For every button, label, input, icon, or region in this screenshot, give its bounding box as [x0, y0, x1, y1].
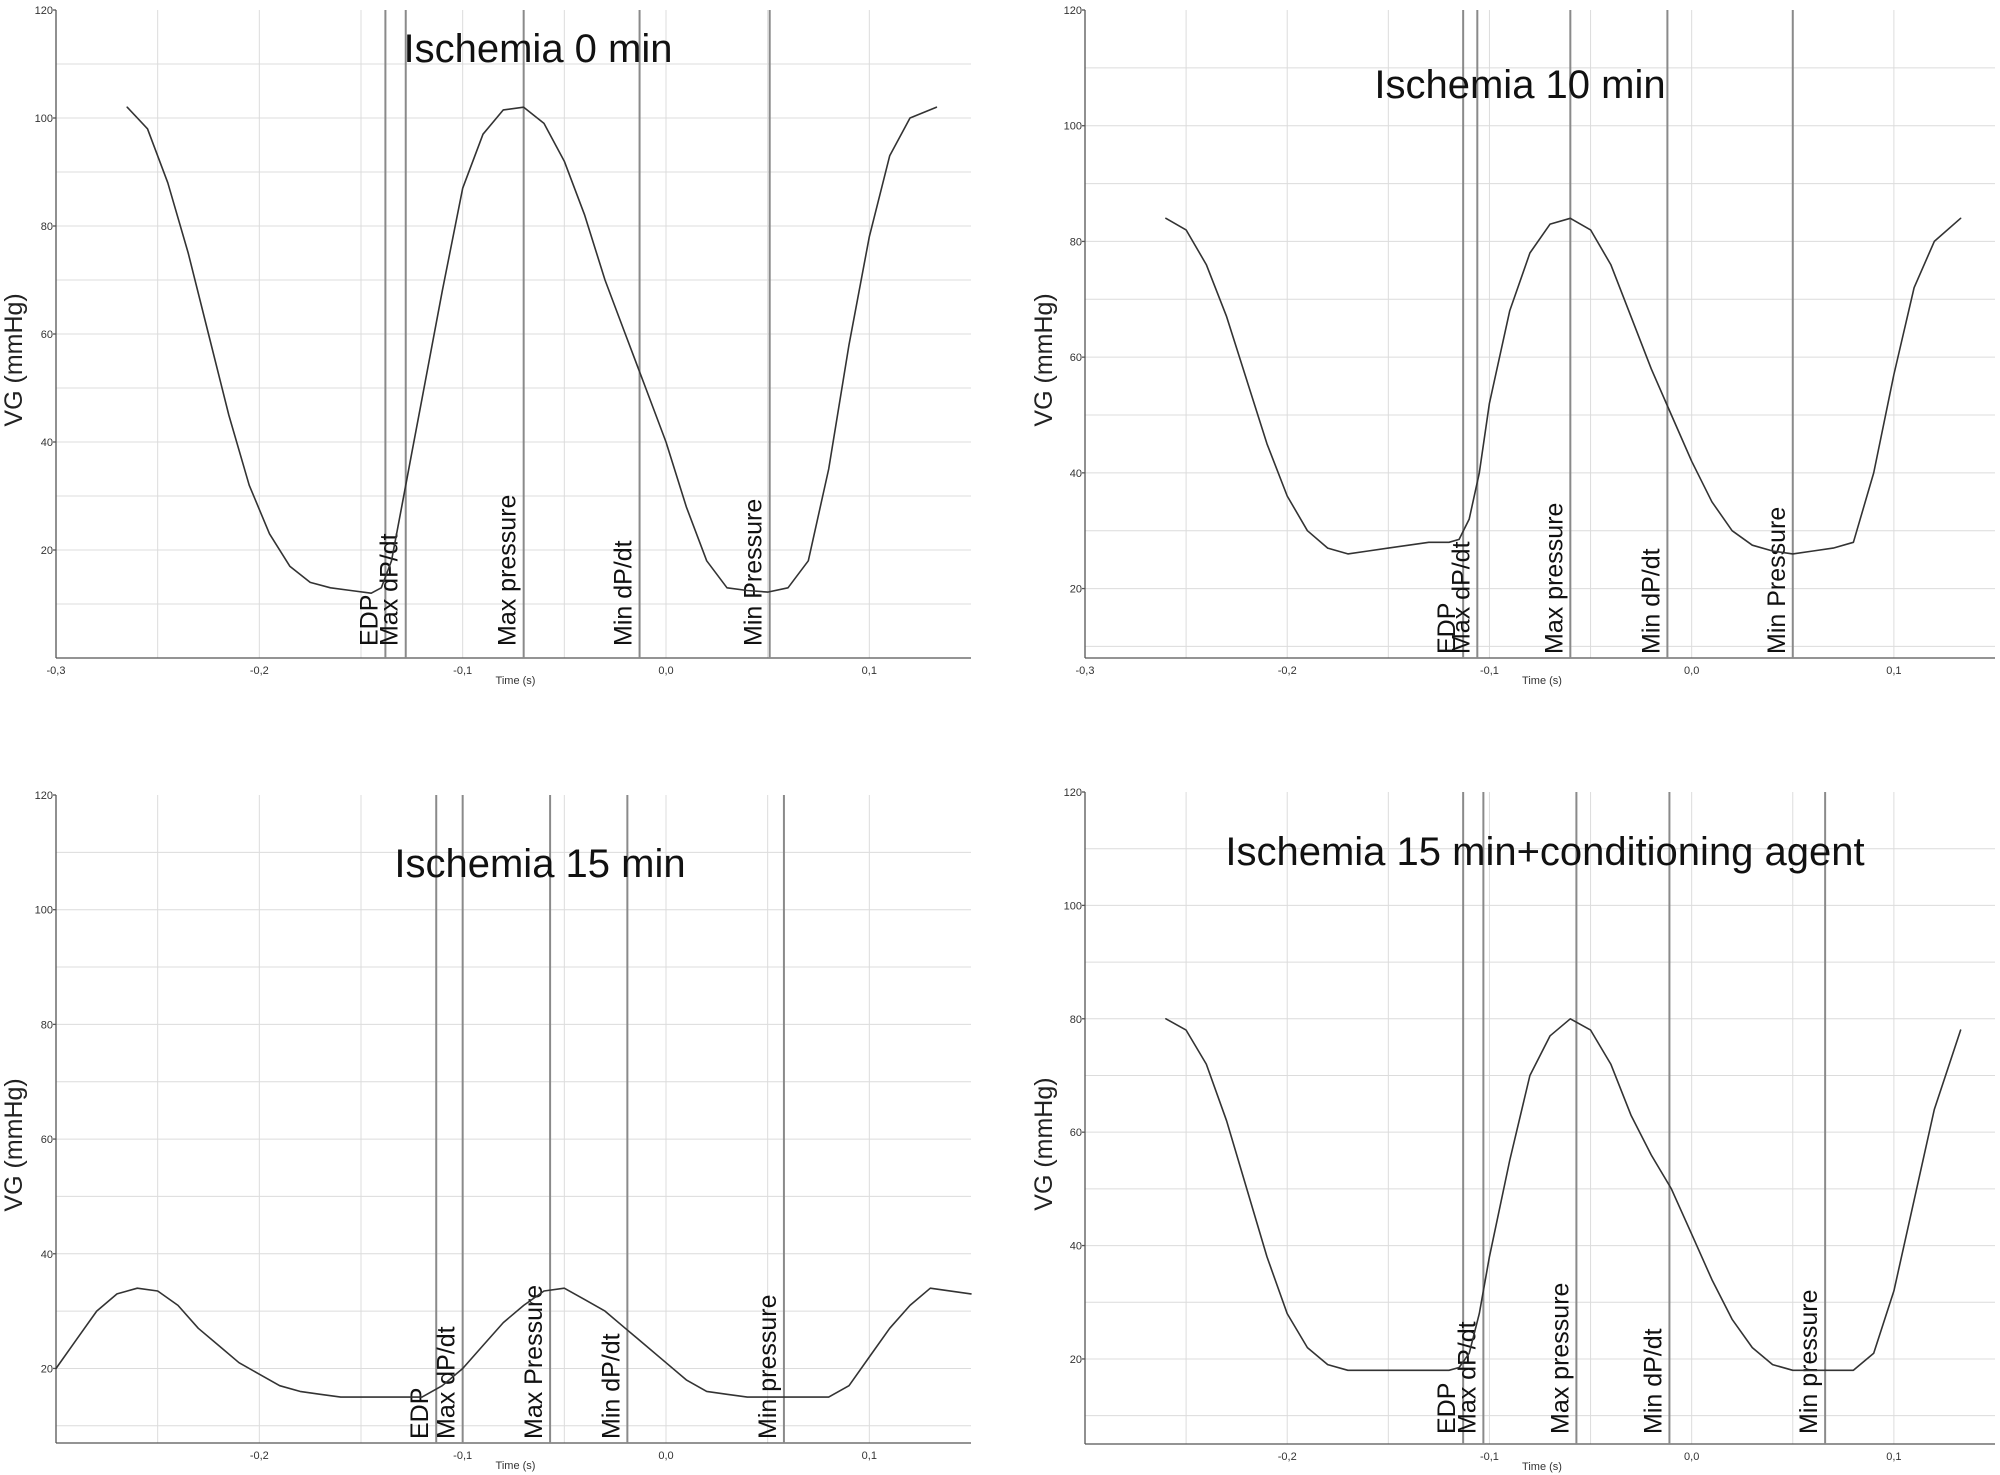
y-tick-label: 80 — [41, 221, 53, 233]
marker-label-max-pressure: Max Pressure — [520, 1285, 548, 1439]
y-tick-label: 40 — [1070, 1241, 1082, 1253]
y-tick-label: 20 — [1070, 1354, 1082, 1366]
y-tick-label: 40 — [41, 1249, 53, 1261]
x-tick-label: 0,1 — [862, 665, 877, 677]
y-axis-label: VG (mmHg) — [1030, 1077, 1058, 1210]
marker-label-edp: EDP — [355, 595, 383, 646]
marker-label-min-dp-dt: Min dP/dt — [610, 540, 638, 646]
y-tick-label: 60 — [41, 329, 53, 341]
x-axis-label: Time (s) — [1522, 1461, 1562, 1473]
y-tick-label: 40 — [41, 437, 53, 449]
x-tick-label: -0,1 — [1480, 665, 1499, 677]
chart-panel-ischemia-0-min: 20 40 60 80 100 120 -0,3 -0,2 -0,1 0,0 0,1 Time (s)… — [0, 5, 971, 687]
x-axis-label: Time (s) — [496, 1460, 536, 1472]
x-tick-label: -0,2 — [1278, 1451, 1297, 1463]
chart-title: Ischemia 15 min — [394, 842, 685, 886]
pressure-trace — [1165, 217, 1962, 555]
y-axis-label: VG (mmHg) — [1030, 293, 1058, 426]
y-axis-label: VG (mmHg) — [0, 1078, 28, 1211]
x-tick-label: 0,0 — [1684, 665, 1699, 677]
y-tick-label: 120 — [1064, 5, 1082, 17]
y-tick-label: 120 — [35, 5, 53, 17]
marker-label-max-pressure: Max pressure — [494, 495, 522, 646]
chart-panel-ischemia-10-min: 20 40 60 80 100 120 -0,3 -0,2 -0,1 0,0 0,1 Time (s)… — [1030, 5, 1995, 687]
x-tick-label: -0,3 — [1076, 665, 1095, 677]
x-tick-label: -0,1 — [1480, 1451, 1499, 1463]
marker-label-edp: EDP — [406, 1388, 434, 1439]
marker-label-min-pressure: Min pressure — [1795, 1290, 1823, 1435]
x-tick-label: 0,1 — [862, 1450, 877, 1462]
marker-label-min-pressure: Min pressure — [754, 1295, 782, 1440]
marker-label-min-pressure: Min Pressure — [740, 499, 768, 646]
y-tick-label: 120 — [35, 790, 53, 802]
marker-label-edp: EDP — [1433, 1383, 1461, 1434]
y-tick-label: 100 — [1064, 900, 1082, 912]
grid — [56, 795, 971, 1443]
y-tick-label: 100 — [1064, 121, 1082, 133]
y-tick-label: 80 — [41, 1019, 53, 1031]
y-tick-label: 20 — [41, 1363, 53, 1375]
x-tick-label: -0,2 — [1278, 665, 1297, 677]
chart-panel-ischemia-15-min-conditioning: 20 40 60 80 100 120 -0,2 -0,1 0,0 0,1 Time (s) VG (… — [1030, 787, 1995, 1473]
pressure-trace — [1165, 1018, 1962, 1372]
marker-label-min-dp-dt: Min dP/dt — [1639, 1328, 1667, 1434]
y-tick-label: 20 — [1070, 584, 1082, 596]
y-axis-label: VG (mmHg) — [0, 293, 28, 426]
x-tick-label: -0,2 — [250, 1450, 269, 1462]
x-tick-label: -0,2 — [250, 665, 269, 677]
marker-label-max-pressure: Max pressure — [1546, 1283, 1574, 1434]
grid — [1085, 10, 1995, 658]
x-axis-label: Time (s) — [496, 675, 536, 687]
y-tick-label: 100 — [35, 113, 53, 125]
chart-panel-ischemia-15-min: 20 40 60 80 100 120 -0,2 -0,1 0,0 0,1 Time (s) VG (… — [0, 790, 972, 1472]
y-tick-label: 40 — [1070, 468, 1082, 480]
y-tick-label: 20 — [41, 545, 53, 557]
marker-label-max-dp-dt: Max dP/dt — [1453, 1321, 1481, 1434]
chart-title: Ischemia 15 min+conditioning agent — [1225, 830, 1864, 874]
chart-title: Ischemia 0 min — [404, 27, 673, 71]
y-tick-label: 60 — [41, 1134, 53, 1146]
x-tick-label: 0,1 — [1886, 1451, 1901, 1463]
grid — [1085, 792, 1995, 1444]
y-tick-label: 100 — [35, 905, 53, 917]
grid — [56, 10, 971, 658]
y-tick-label: 60 — [1070, 1127, 1082, 1139]
marker-label-min-dp-dt: Min dP/dt — [597, 1333, 625, 1439]
marker-label-edp: EDP — [1433, 603, 1461, 654]
marker-label-max-pressure: Max pressure — [1540, 503, 1568, 654]
marker-label-min-pressure: Min Pressure — [1763, 507, 1791, 654]
y-tick-label: 60 — [1070, 352, 1082, 364]
y-tick-label: 80 — [1070, 1014, 1082, 1026]
x-tick-label: 0,0 — [658, 665, 673, 677]
x-tick-label: 0,0 — [1684, 1451, 1699, 1463]
pressure-trace — [126, 106, 938, 594]
chart-title: Ischemia 10 min — [1374, 63, 1665, 107]
x-tick-label: -0,3 — [47, 665, 66, 677]
x-tick-label: -0,1 — [453, 1450, 472, 1462]
y-tick-label: 80 — [1070, 236, 1082, 248]
x-tick-label: -0,1 — [453, 665, 472, 677]
marker-label-max-dp-dt: Max dP/dt — [1447, 541, 1475, 654]
x-tick-label: 0,1 — [1886, 665, 1901, 677]
y-tick-label: 120 — [1064, 787, 1082, 799]
x-tick-label: 0,0 — [658, 1450, 673, 1462]
marker-label-min-dp-dt: Min dP/dt — [1637, 548, 1665, 654]
pressure-trace — [55, 1287, 972, 1398]
x-axis-label: Time (s) — [1522, 675, 1562, 687]
marker-label-max-dp-dt: Max dP/dt — [376, 533, 404, 646]
